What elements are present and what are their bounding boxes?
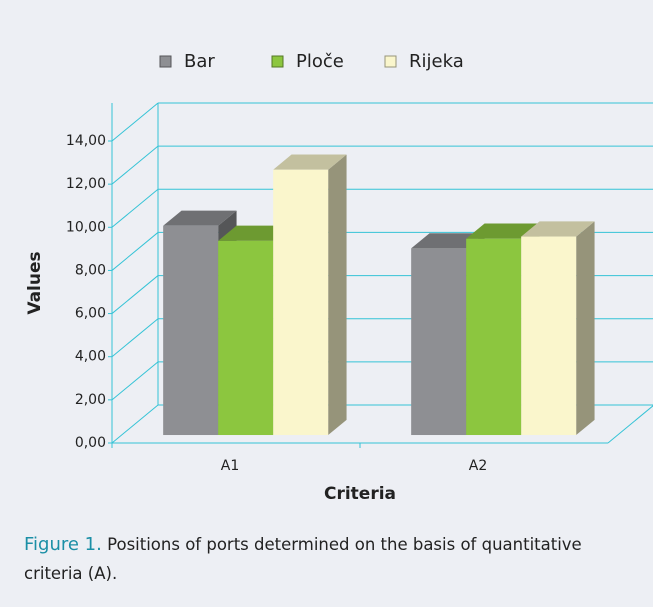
- caption: Figure 1. Positions of ports determined …: [24, 530, 634, 588]
- bar: [163, 225, 219, 436]
- caption-text: Positions of ports determined on the bas…: [24, 535, 582, 583]
- grid-line: [111, 275, 159, 314]
- bar: [218, 240, 274, 436]
- bar: [466, 238, 522, 436]
- y-tick-label: 6,00: [75, 306, 106, 322]
- bar-side: [328, 154, 347, 436]
- y-tick-label: 0,00: [75, 435, 106, 451]
- grid-line: [111, 361, 159, 401]
- grid-line: [111, 404, 159, 444]
- chart: Values Criteria 0,00 2,00 4,00 6,00 8,00 10,0…: [25, 51, 653, 504]
- bar-top: [521, 221, 595, 237]
- y-tick-label: 8,00: [75, 262, 106, 278]
- legend-label: Rijeka: [409, 51, 464, 72]
- bar-top: [466, 223, 540, 239]
- grid-line: [111, 102, 159, 142]
- x-axis-label: Criteria: [324, 484, 396, 504]
- x-tick-label: A1: [221, 458, 239, 474]
- legend-swatch: [159, 55, 172, 68]
- legend-swatch: [271, 55, 284, 68]
- legend-label: Bar: [184, 51, 215, 72]
- bar: [521, 236, 577, 436]
- bar-side: [576, 221, 595, 436]
- legend-label: Ploče: [296, 51, 344, 72]
- bar-top: [163, 210, 237, 226]
- grid-line: [111, 188, 159, 228]
- legend-swatch: [384, 55, 397, 68]
- grid-line: [111, 145, 159, 185]
- y-tick-label: 12,00: [66, 176, 106, 192]
- y-tick-label: 14,00: [66, 133, 106, 149]
- y-axis-label: Values: [25, 251, 45, 314]
- caption-label: Figure 1.: [24, 534, 102, 555]
- bar-top: [273, 154, 347, 170]
- y-tick-label: 4,00: [75, 349, 106, 365]
- x-tick-label: A2: [469, 458, 487, 474]
- y-tick-label: 10,00: [66, 219, 106, 235]
- bar: [273, 169, 329, 436]
- bar: [411, 248, 467, 436]
- y-tick-label: 2,00: [75, 392, 106, 408]
- floor-edge: [607, 405, 653, 444]
- grid-line: [111, 232, 159, 271]
- grid-line: [111, 318, 159, 358]
